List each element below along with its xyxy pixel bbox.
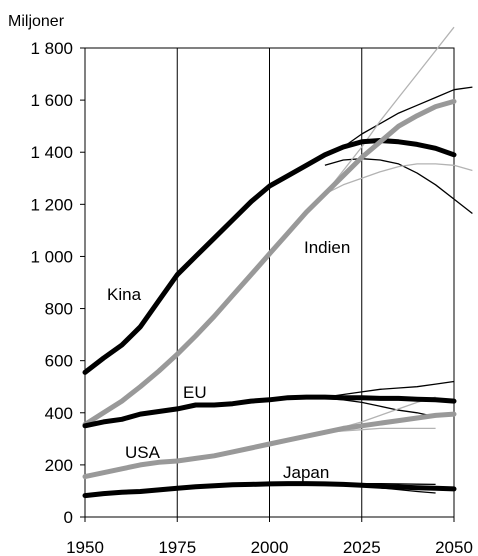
y-tick-label: 400 [45, 404, 73, 423]
y-tick-label: 600 [45, 352, 73, 371]
series-line-eu [82, 394, 457, 429]
series-line-kina [82, 138, 457, 375]
series-label-japan: Japan [283, 463, 329, 482]
series-labels: Kina Indien EU USA Japan [107, 238, 350, 482]
y-tick-label: 1 400 [30, 143, 73, 162]
y-tick-label: 200 [45, 456, 73, 475]
projection-variant-line [324, 427, 436, 433]
projection-variant-line [324, 26, 455, 195]
y-unit-label: Miljoner [8, 13, 65, 30]
series-line-japan [82, 481, 457, 499]
projection-variant-line [324, 380, 455, 398]
x-tick-label: 2000 [251, 538, 289, 556]
projection-variant-line [324, 158, 473, 215]
series-lines [82, 98, 457, 499]
y-tick-label: 1 000 [30, 247, 73, 266]
y-tick-label: 1 600 [30, 91, 73, 110]
y-tick-label: 1 200 [30, 195, 73, 214]
y-tick-label: 800 [45, 300, 73, 319]
x-tick-label: 2050 [435, 538, 473, 556]
y-tick-label: 0 [64, 508, 73, 527]
series-line-indien [82, 98, 457, 427]
series-label-indien: Indien [304, 238, 350, 257]
series-label-usa: USA [125, 443, 161, 462]
x-tick-label: 1950 [66, 538, 104, 556]
projection-variant-line [324, 163, 473, 195]
x-tick-label: 2025 [343, 538, 381, 556]
series-line-usa [82, 411, 457, 480]
series-label-kina: Kina [107, 285, 142, 304]
y-tick-label: 1 800 [30, 39, 73, 58]
axes: 0 200 400 600 800 1 000 1 200 1 400 1 600 1 800 19… [30, 39, 472, 556]
series-label-eu: EU [183, 383, 207, 402]
projection-variant-line [324, 86, 473, 156]
projection-variant-lines [324, 26, 473, 494]
x-tick-label: 1975 [158, 538, 196, 556]
